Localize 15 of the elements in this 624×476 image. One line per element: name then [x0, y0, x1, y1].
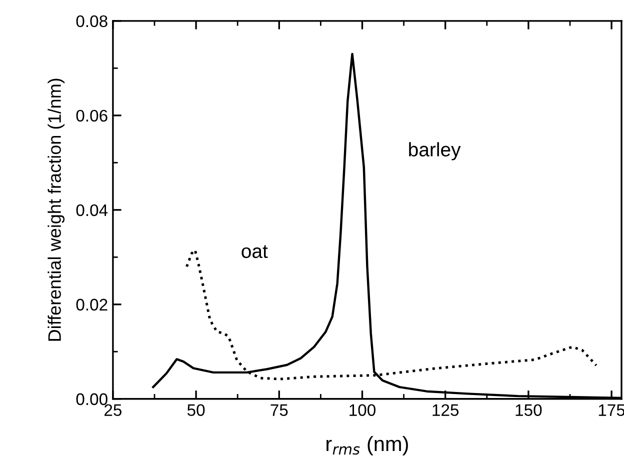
y-tick-label: 0.08: [76, 15, 108, 28]
x-tick-label: 125: [432, 404, 459, 416]
x-tick-label: 150: [516, 404, 542, 416]
x-tick-label: 75: [270, 404, 288, 416]
y-tick-label: 0.00: [76, 393, 108, 406]
y-tick-label: 0.02: [76, 298, 108, 311]
text: barley: [409, 142, 461, 160]
y-axis-title: Differential weight fraction (1/nm): [48, 78, 65, 341]
y-tick-label: 0.04: [76, 204, 108, 216]
x-axis-title: r$_{rms}$ (nm): [326, 436, 408, 456]
x-tick-label: 100: [350, 404, 376, 416]
y-tick-label: 0.06: [76, 110, 108, 122]
x-tick-label: 25: [104, 404, 122, 416]
x-tick-label: 50: [187, 404, 205, 416]
text: oat: [242, 245, 268, 258]
